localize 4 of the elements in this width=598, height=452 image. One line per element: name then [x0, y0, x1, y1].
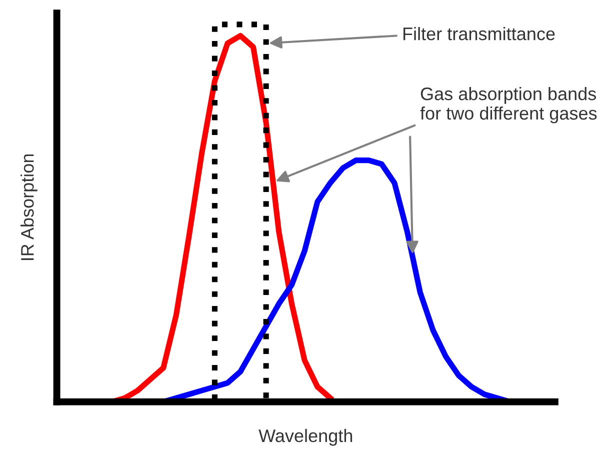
- annotation: Gas absorption bands for two different gases: [420, 87, 597, 124]
- annotation: Filter transmittance: [403, 27, 555, 40]
- x-axis-title: Wavelength: [258, 428, 352, 446]
- y-axis-title: IR Absorption: [20, 154, 38, 260]
